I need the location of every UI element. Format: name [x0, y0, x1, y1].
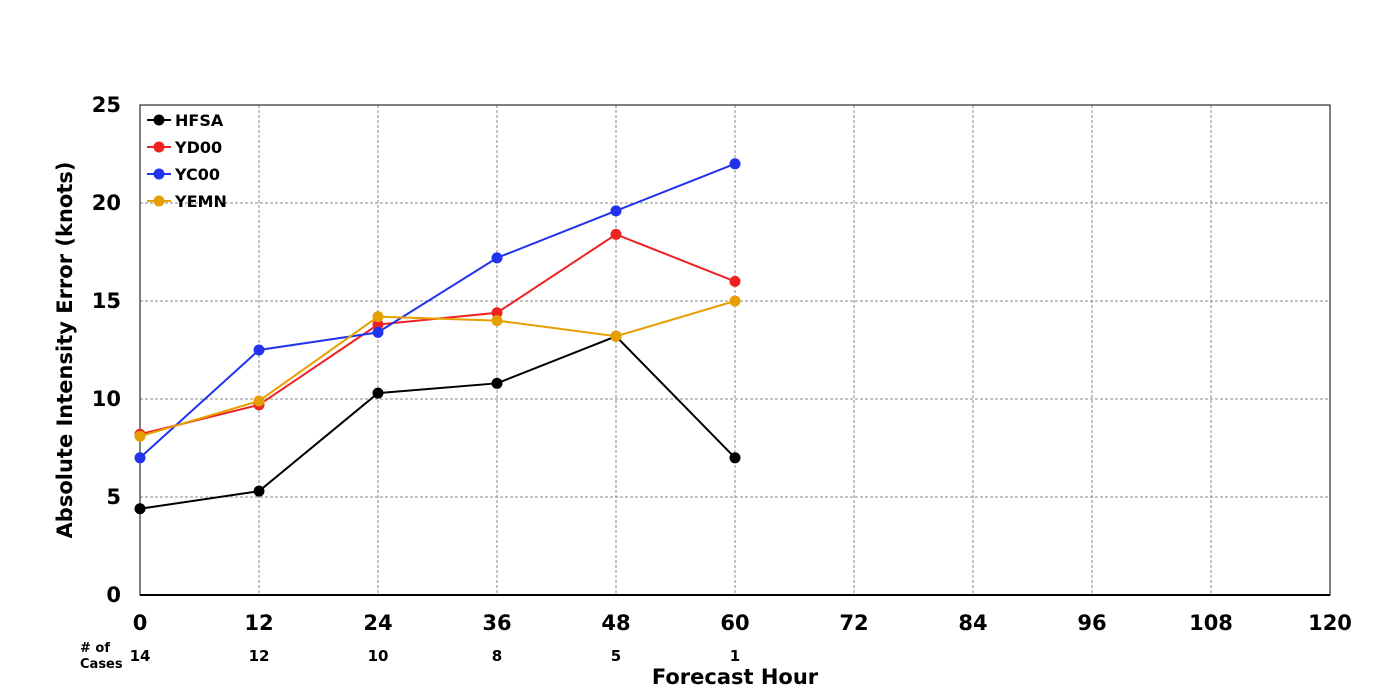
- data-point: [372, 387, 384, 399]
- data-point: [134, 452, 146, 464]
- series-line: [139, 233, 736, 436]
- data-point: [491, 377, 503, 389]
- data-point: [372, 311, 384, 323]
- x-tick-label: 48: [601, 611, 630, 635]
- series-line: [139, 335, 736, 510]
- y-tick-label: 25: [92, 93, 121, 117]
- case-count-row: # of Cases 14 12 10 8 5 1: [80, 641, 740, 672]
- y-tick-label: 10: [92, 387, 121, 411]
- x-tick-label: 108: [1189, 611, 1233, 635]
- data-point: [491, 252, 503, 264]
- x-tick-label: 24: [363, 611, 392, 635]
- data-point: [491, 315, 503, 327]
- x-tick-labels: 0 12 24 36 48 60 72 84 96 108 120: [133, 611, 1352, 635]
- legend-swatch-marker: [153, 195, 165, 207]
- x-tick-label: 60: [720, 611, 749, 635]
- legend-item-yd00: YD00: [147, 138, 222, 157]
- data-point: [610, 228, 622, 240]
- legend-label: YC00: [174, 165, 220, 184]
- case-count-label: 1: [730, 647, 740, 665]
- y-tick-label: 15: [92, 289, 121, 313]
- case-count-label: 5: [611, 647, 621, 665]
- data-point: [253, 485, 265, 497]
- legend-label: YEMN: [174, 192, 227, 211]
- data-point: [610, 330, 622, 342]
- y-tick-label: 5: [106, 485, 121, 509]
- x-tick-label: 84: [958, 611, 987, 635]
- legend-swatch-marker: [153, 141, 165, 153]
- legend-item-yc00: YC00: [147, 165, 220, 184]
- x-tick-label: 72: [839, 611, 868, 635]
- y-tick-labels: 0 5 10 15 20 25: [92, 93, 121, 607]
- series-lines: [134, 158, 741, 515]
- x-axis-title: Forecast Hour: [652, 665, 819, 689]
- cases-caption-line1: # of: [80, 641, 110, 656]
- case-count-label: 14: [130, 647, 151, 665]
- data-point: [729, 295, 741, 307]
- x-tick-label: 12: [244, 611, 273, 635]
- legend-label: HFSA: [175, 111, 224, 130]
- x-tick-label: 36: [482, 611, 511, 635]
- series-yemn: [134, 295, 741, 442]
- legend: HFSA YD00 YC00 YEMN: [147, 111, 227, 211]
- legend-swatch-marker: [153, 114, 165, 126]
- y-axis-title: Absolute Intensity Error (knots): [53, 162, 77, 539]
- series-yc00: [134, 158, 741, 464]
- y-tick-label: 0: [106, 583, 121, 607]
- series-line: [139, 300, 736, 438]
- case-count-label: 8: [492, 647, 502, 665]
- cases-caption-line2: Cases: [80, 657, 123, 672]
- data-point: [729, 275, 741, 287]
- legend-swatch-marker: [153, 168, 165, 180]
- data-point: [253, 395, 265, 407]
- data-point: [610, 205, 622, 217]
- data-point: [372, 326, 384, 338]
- grid-lines: [140, 105, 1330, 595]
- series-line: [139, 162, 736, 459]
- data-point: [729, 158, 741, 170]
- data-point: [729, 452, 741, 464]
- data-point: [491, 307, 503, 319]
- legend-label: YD00: [174, 138, 222, 157]
- x-tick-label: 120: [1308, 611, 1352, 635]
- series-yd00: [134, 228, 741, 440]
- legend-item-hfsa: HFSA: [147, 111, 224, 130]
- case-count-label: 10: [368, 647, 389, 665]
- data-point: [253, 344, 265, 356]
- data-point: [134, 503, 146, 515]
- x-tick-label: 0: [133, 611, 148, 635]
- y-tick-label: 20: [92, 191, 121, 215]
- x-tick-label: 96: [1077, 611, 1106, 635]
- data-point: [134, 430, 146, 442]
- series-hfsa: [134, 330, 741, 515]
- case-count-label: 12: [249, 647, 270, 665]
- data-point: [372, 319, 384, 331]
- legend-item-yemn: YEMN: [147, 192, 227, 211]
